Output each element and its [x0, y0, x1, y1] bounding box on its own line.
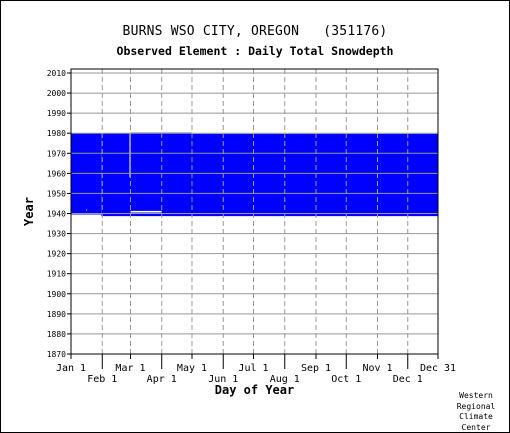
- y-tick-label: 1910: [47, 270, 66, 279]
- x-tick-label: Jun 1: [208, 374, 238, 385]
- y-tick-label: 1870: [47, 350, 66, 359]
- chart-title: BURNS WSO CITY, OREGON (351176): [0, 24, 510, 39]
- credit-line: Climate: [459, 412, 493, 421]
- y-tick-label: 1990: [47, 109, 66, 118]
- missing-gap: [86, 209, 88, 211]
- data-layer: [71, 132, 438, 217]
- x-tick-label: Dec 1: [393, 374, 423, 385]
- x-tick-label: Sep 1: [301, 363, 331, 374]
- station-name: BURNS WSO CITY, OREGON: [122, 24, 300, 39]
- y-tick-label: 1900: [47, 290, 66, 299]
- credit-block: Western Regional Climate Center: [450, 391, 502, 433]
- data-block: [191, 133, 438, 217]
- y-tick-label: 1920: [47, 250, 66, 259]
- y-tick-label: 1940: [47, 210, 66, 219]
- x-tick-label: Jul 1: [238, 363, 268, 374]
- x-tick-label: Dec 31: [420, 363, 456, 374]
- x-tick-label: Apr 1: [147, 374, 177, 385]
- credit-line: Regional: [456, 401, 496, 411]
- y-axis: 1870 1880 1890 1900 1910 1920 1930 1940 1950 1960…: [47, 69, 71, 359]
- y-axis-label: Year: [22, 197, 36, 226]
- x-tick-label: May 1: [177, 363, 207, 374]
- y-tick-label: 1880: [47, 330, 66, 339]
- missing-gap: [129, 133, 131, 178]
- y-tick-label: 1980: [47, 129, 66, 138]
- credit-line: Western: [459, 391, 493, 400]
- plot-area: [70, 68, 439, 355]
- y-tick-label: 2000: [47, 89, 66, 98]
- y-tick-label: 1950: [47, 189, 66, 198]
- y-tick-label: 1970: [47, 149, 66, 158]
- y-tick-label: 1890: [47, 310, 66, 319]
- x-tick-label: Mar 1: [115, 363, 145, 374]
- y-tick-label: 1960: [47, 169, 66, 178]
- credit-line: Center: [461, 422, 491, 432]
- x-axis-label: Day of Year: [215, 383, 294, 397]
- x-tick-label: Oct 1: [331, 374, 361, 385]
- data-block: [71, 133, 102, 215]
- data-block: [130, 132, 192, 217]
- data-block: [101, 133, 131, 217]
- missing-gap: [130, 210, 162, 213]
- x-tick-label: Feb 1: [87, 374, 117, 385]
- y-tick-label: 1930: [47, 230, 66, 239]
- x-tick-label: Jan 1: [56, 363, 86, 374]
- chart-subtitle: Observed Element : Daily Total Snowdepth: [116, 44, 394, 58]
- y-tick-label: 2010: [47, 69, 66, 78]
- station-id: (351176): [323, 24, 388, 39]
- x-tick-label: Aug 1: [270, 374, 300, 385]
- x-tick-label: Nov 1: [362, 363, 392, 374]
